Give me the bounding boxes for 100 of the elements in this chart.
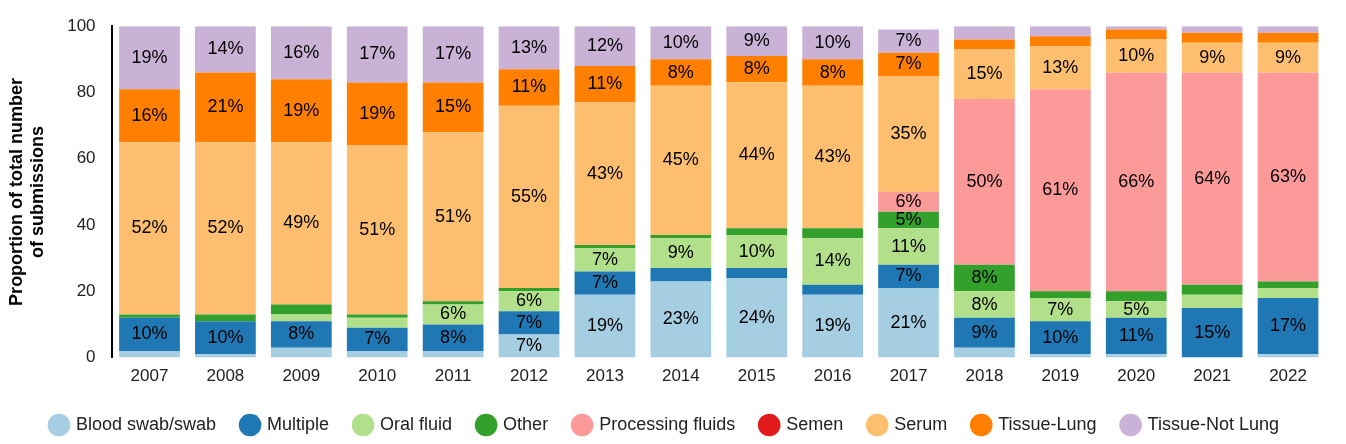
data-label: 10% [738, 240, 775, 261]
bar [346, 317, 408, 328]
bar [1181, 294, 1243, 308]
x-tick-label: 2012 [510, 366, 548, 386]
data-label: 17% [1270, 315, 1307, 336]
data-label: 43% [814, 146, 851, 167]
bar [574, 271, 636, 295]
bar [1257, 72, 1319, 282]
bar [802, 85, 863, 229]
data-label: 15% [435, 96, 472, 117]
data-label: 8% [819, 61, 846, 82]
data-label: 17% [435, 43, 472, 64]
bar [346, 145, 408, 315]
legend-label: Multiple [267, 413, 330, 434]
data-label: 16% [131, 104, 168, 125]
bar [1257, 26, 1319, 33]
data-label: 14% [207, 38, 244, 59]
y-tick-label: 20 [76, 281, 96, 301]
bar [1029, 354, 1091, 358]
bar [498, 288, 560, 292]
x-tick-label: 2018 [965, 366, 1004, 386]
data-label: 9% [971, 321, 998, 342]
data-label: 7% [364, 328, 391, 349]
data-label: 14% [814, 250, 851, 271]
y-tick-label: 40 [76, 214, 96, 234]
y-axis-title: Proportion of total number of submissions [5, 77, 48, 306]
bar [802, 238, 863, 285]
legend-label: Other [503, 413, 549, 434]
bar [726, 228, 788, 235]
bar [954, 49, 1015, 100]
bar [422, 132, 484, 302]
data-label: 19% [586, 315, 623, 336]
data-label: 8% [288, 323, 315, 344]
bar [119, 142, 180, 315]
data-label: 35% [890, 122, 927, 143]
x-tick-label: 2007 [130, 366, 169, 386]
x-tick-label: 2014 [661, 366, 700, 386]
data-label: 6% [440, 303, 467, 324]
data-label: 51% [435, 205, 472, 226]
bar [954, 39, 1015, 50]
data-label: 44% [738, 144, 775, 165]
data-label: 45% [662, 149, 699, 170]
legend-label: Tissue-Not Lung [1147, 413, 1280, 434]
bar [346, 314, 408, 318]
legend-label: Serum [894, 413, 948, 434]
bar [1029, 89, 1091, 292]
bar [1257, 32, 1319, 43]
data-label: 52% [131, 217, 168, 238]
bar [574, 244, 636, 249]
data-label: 8% [440, 326, 467, 347]
data-label: 7% [895, 53, 922, 74]
data-label: 11% [1118, 325, 1154, 346]
bar [195, 142, 256, 315]
bar [1105, 72, 1167, 292]
data-label: 13% [1042, 56, 1079, 77]
data-label: 49% [283, 212, 320, 233]
x-tick-label: 2017 [889, 366, 928, 386]
bar [1029, 36, 1091, 47]
bar [954, 26, 1015, 40]
bar [954, 291, 1015, 318]
bar [1181, 26, 1243, 33]
bar [1181, 284, 1243, 295]
bar [726, 56, 788, 83]
bar [195, 26, 256, 73]
data-label: 21% [207, 96, 244, 117]
bar [650, 85, 712, 235]
bar [1257, 281, 1319, 289]
bar [1181, 42, 1243, 73]
legend-label: Oral fluid [380, 413, 453, 434]
legend-label: Blood swab/swab [75, 413, 217, 434]
data-label: 11% [587, 73, 623, 94]
data-label: 10% [131, 323, 168, 344]
bar [878, 228, 939, 265]
data-label: 10% [1118, 44, 1155, 65]
bar [195, 314, 256, 322]
data-label: 61% [1042, 179, 1079, 200]
bar [802, 294, 863, 358]
legend-label: Tissue-Lung [998, 413, 1097, 434]
data-label: 50% [966, 170, 1003, 191]
bar [346, 350, 408, 358]
bar [346, 82, 408, 146]
bar [1105, 29, 1167, 40]
data-label: 21% [890, 311, 927, 332]
data-label: 19% [131, 46, 168, 67]
bar [878, 75, 939, 192]
data-label: 13% [511, 36, 548, 57]
x-tick-label: 2020 [1117, 366, 1156, 386]
x-tick-label: 2013 [586, 366, 624, 386]
bar [119, 89, 180, 143]
bar [270, 314, 332, 322]
legend-label: Processing fluids [599, 413, 736, 434]
y-tick-label: 80 [76, 82, 96, 102]
data-label: 55% [511, 185, 548, 206]
bar [270, 321, 332, 348]
bar [1181, 307, 1243, 358]
y-tick-label: 100 [67, 15, 96, 35]
data-label: 7% [591, 272, 618, 292]
bar [422, 350, 484, 358]
x-tick-label: 2011 [434, 366, 472, 386]
data-label: 7% [1047, 298, 1074, 319]
